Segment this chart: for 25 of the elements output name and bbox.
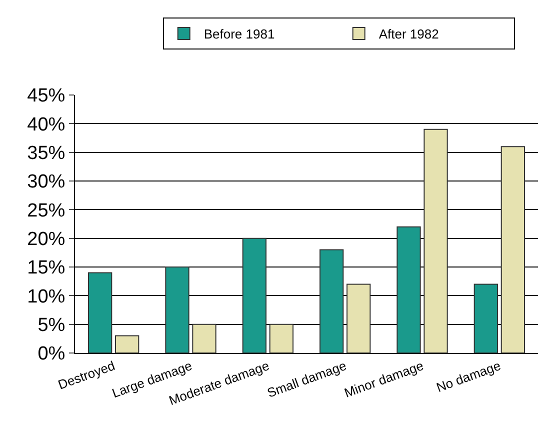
bar bbox=[474, 284, 498, 353]
y-tick-label: 5% bbox=[38, 314, 66, 336]
bar bbox=[424, 128, 448, 353]
y-tick-label: 30% bbox=[27, 172, 66, 193]
bar bbox=[242, 238, 266, 353]
bar bbox=[192, 324, 216, 353]
bar bbox=[165, 266, 190, 353]
bar bbox=[115, 335, 140, 353]
bar bbox=[88, 272, 112, 353]
legend-label: After 1982 bbox=[378, 26, 439, 42]
bar bbox=[269, 324, 294, 353]
y-tick-label: 40% bbox=[27, 114, 66, 136]
bar bbox=[346, 284, 371, 353]
y-tick-label: 35% bbox=[27, 142, 66, 164]
y-tick-label: 10% bbox=[27, 286, 66, 308]
y-tick-label: 45% bbox=[27, 86, 66, 107]
bar bbox=[320, 249, 344, 353]
y-tick-label: 0% bbox=[38, 344, 66, 365]
bar bbox=[396, 226, 421, 353]
x-tick-label: No damage bbox=[434, 358, 503, 396]
bar bbox=[500, 146, 525, 353]
legend-label: Before 1981 bbox=[204, 26, 275, 42]
y-tick-label: 20% bbox=[27, 228, 66, 250]
y-tick-label: 25% bbox=[27, 200, 66, 222]
y-tick-label: 15% bbox=[27, 258, 66, 279]
